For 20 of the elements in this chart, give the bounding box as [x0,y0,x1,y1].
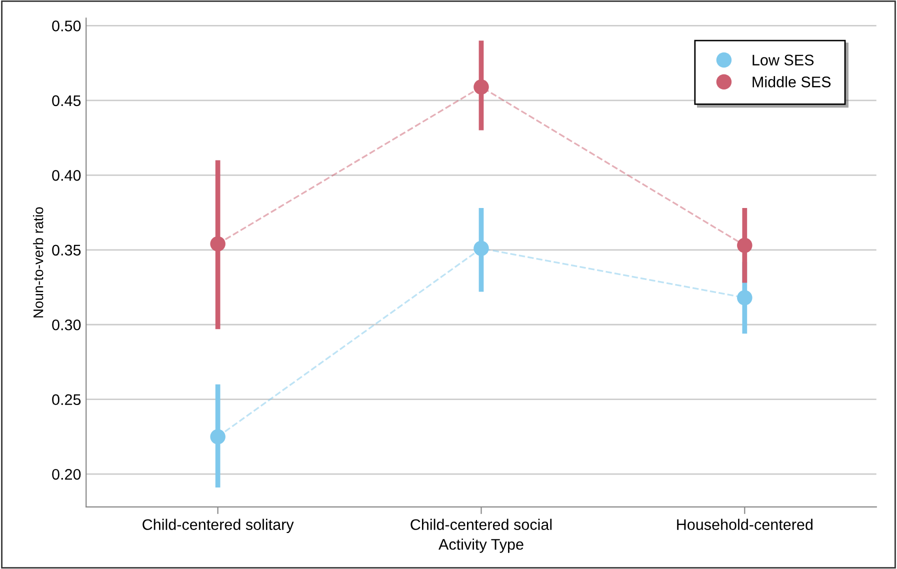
y-tick-label: 0.45 [52,95,81,106]
point [474,240,489,256]
y-tick-label: 0.50 [52,20,81,32]
point [210,236,226,252]
y-tick-label: 0.20 [52,468,81,480]
y-tick-label: 0.35 [52,244,81,256]
point [737,290,752,306]
x-axis-title: Activity Type [438,538,524,553]
point [210,429,226,444]
x-tick-label: Child-centered social [410,518,552,530]
legend-label: Middle SES [752,76,831,88]
x-tick-label: Child-centered solitary [142,518,294,534]
y-tick-label: 0.30 [52,319,81,330]
point [737,238,752,254]
y-tick-label: 0.40 [52,170,81,181]
x-tick-label: Household-centered [677,518,812,530]
y-axis-title: Noun-to-verb ratio [33,207,44,318]
y-tick-label: 0.25 [52,394,81,406]
point [474,79,489,95]
legend-label: Low SES [752,54,814,66]
